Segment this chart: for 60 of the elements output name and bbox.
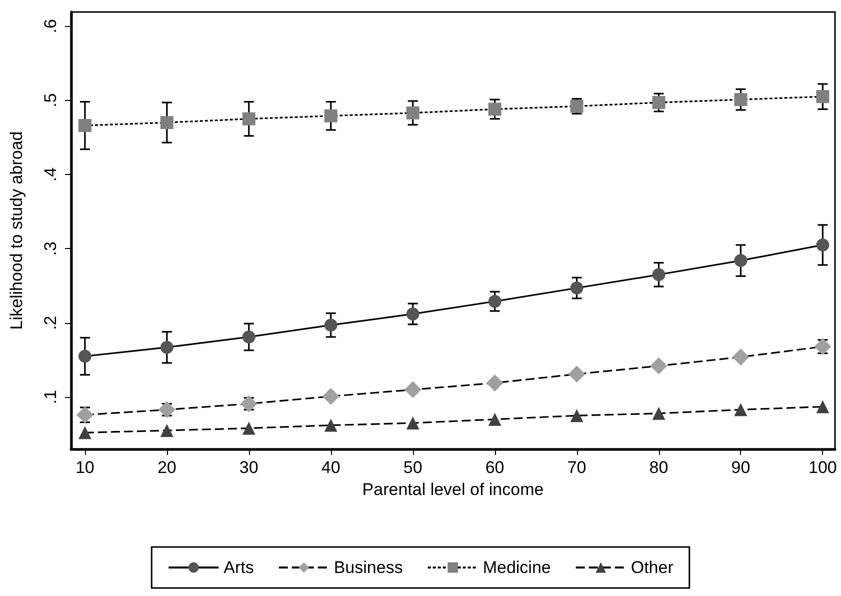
point (406, 307, 420, 320)
point (652, 96, 666, 110)
x-tick-label: 90 (731, 458, 750, 477)
point (734, 403, 748, 416)
x-tick-label: 30 (239, 458, 258, 477)
point (816, 90, 830, 104)
point (158, 401, 176, 418)
point (488, 412, 502, 426)
legend-label: Arts (224, 558, 254, 577)
point (78, 426, 92, 440)
point (570, 409, 584, 422)
point (486, 374, 504, 392)
point (160, 340, 174, 354)
point (488, 294, 502, 308)
point (734, 93, 748, 106)
point (324, 318, 338, 332)
y-tick-label: .4 (41, 167, 60, 182)
point (570, 282, 584, 294)
y-axis-title: Likelihood to study abroad (7, 131, 26, 330)
point (732, 348, 750, 366)
x-tick-label: 10 (75, 458, 94, 477)
point (242, 422, 256, 435)
point (652, 268, 666, 282)
x-tick-label: 20 (157, 458, 176, 477)
point (160, 116, 174, 130)
point (406, 416, 420, 430)
point (160, 424, 174, 437)
point (76, 406, 94, 424)
point (78, 350, 92, 363)
point (404, 381, 422, 398)
point (816, 400, 830, 414)
point (652, 406, 666, 420)
point (734, 254, 748, 268)
point (240, 395, 258, 412)
y-tick-label: .3 (41, 242, 60, 256)
legend-label: Medicine (482, 558, 551, 577)
x-tick-label: 70 (567, 458, 586, 477)
point (406, 106, 420, 120)
point (324, 109, 338, 122)
x-tick-label: 100 (808, 458, 837, 477)
x-tick-label: 80 (649, 458, 668, 477)
point (816, 238, 830, 252)
x-tick-label: 60 (485, 458, 504, 477)
y-tick-label: .5 (41, 93, 60, 108)
y-tick-label: .1 (41, 390, 60, 404)
point (324, 418, 338, 432)
legend-label: Other (630, 558, 674, 577)
point (322, 388, 340, 405)
x-tick-label: 50 (403, 458, 422, 477)
point (568, 366, 586, 383)
point (242, 112, 256, 126)
legend-label: Business (334, 558, 403, 577)
point (488, 102, 502, 116)
point (242, 330, 256, 344)
x-tick-label: 40 (321, 458, 340, 477)
x-axis-title: Parental level of income (362, 480, 544, 499)
y-tick-label: .2 (41, 316, 60, 330)
point (78, 119, 92, 132)
point (650, 357, 668, 374)
y-tick-label: .6 (41, 19, 60, 34)
